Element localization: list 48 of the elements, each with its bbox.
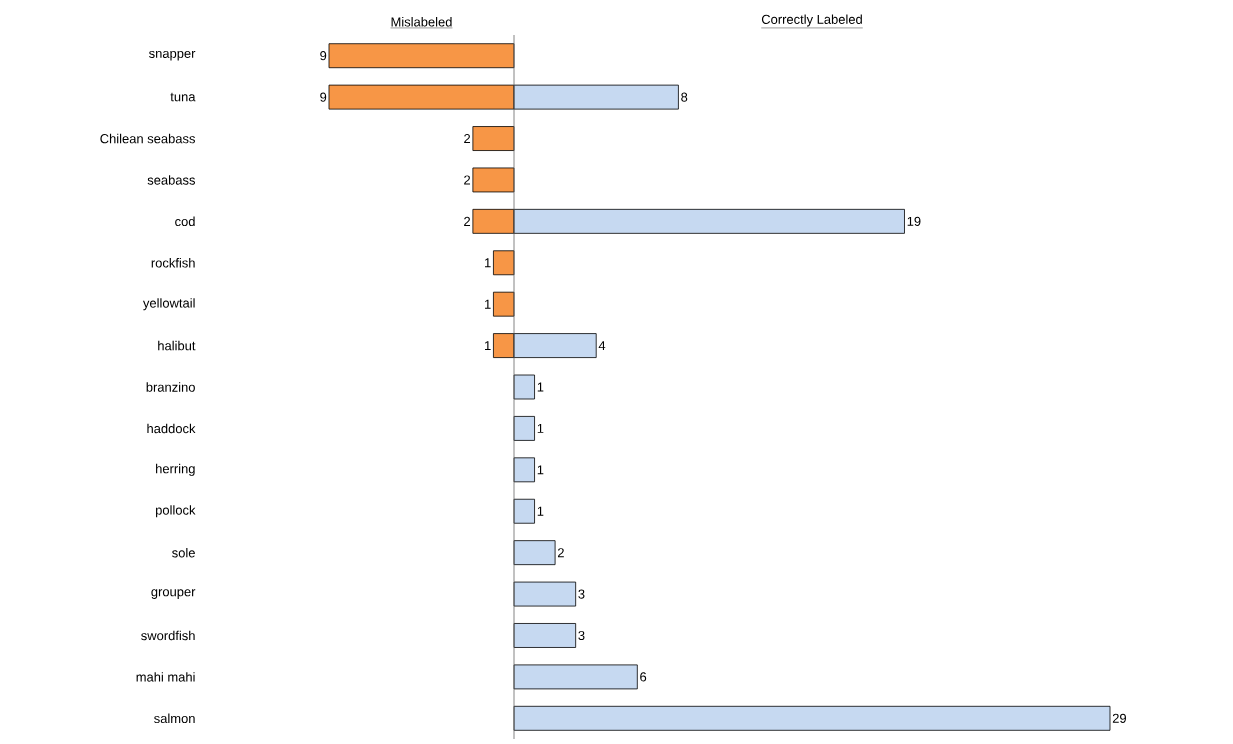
y-tick-label: tuna (170, 92, 196, 102)
y-tick-label: snapper (149, 50, 196, 61)
y-tick-label: branzino (146, 382, 195, 392)
y-tick-label: grouper (151, 589, 196, 599)
data-label: 2 (557, 548, 564, 558)
data-label: 1 (485, 341, 491, 351)
y-tick-label: pollock (155, 505, 196, 518)
y-tick-label: salmon (154, 713, 195, 724)
bar (513, 664, 638, 690)
data-label: 19 (907, 216, 921, 226)
bar (513, 581, 577, 607)
bar (513, 540, 556, 566)
data-label: 3 (578, 589, 585, 599)
data-label: 1 (485, 299, 491, 309)
y-tick-label: Chilean seabass (100, 133, 195, 144)
data-label: 1 (537, 382, 544, 392)
y-tick-label: herring (156, 463, 195, 476)
bar (513, 623, 577, 648)
data-label: 1 (537, 423, 544, 433)
data-label: 2 (464, 175, 471, 185)
data-label: 2 (464, 216, 471, 226)
y-tick-label: halibut (158, 340, 196, 351)
data-label: 2 (464, 134, 471, 144)
bar (513, 457, 535, 483)
data-label: 29 (1112, 713, 1126, 723)
y-tick-label: mahi mahi (136, 672, 195, 682)
y-tick-label: sole (172, 547, 195, 558)
data-label: 6 (640, 672, 647, 682)
bar (513, 498, 535, 524)
data-label: 1 (537, 506, 544, 516)
bar (513, 705, 1111, 731)
y-tick-label: cod (175, 216, 195, 227)
data-label: 8 (681, 92, 688, 102)
data-label: 3 (578, 630, 585, 641)
bar (513, 416, 535, 441)
data-label: 1 (485, 258, 491, 268)
chart-title: Correctly Labeled (761, 14, 862, 27)
y-tick-label: seabass (147, 175, 196, 185)
data-label: 1 (537, 465, 544, 475)
chart-title: Mislabeled (391, 17, 452, 27)
y-tick-label: haddock (147, 423, 196, 434)
data-label: 9 (320, 92, 327, 102)
bar (513, 374, 535, 400)
y-tick-label: rockfish (151, 258, 195, 268)
y-tick-label: swordfish (141, 630, 195, 641)
data-label: 4 (598, 341, 606, 351)
data-label: 9 (320, 51, 327, 61)
y-tick-label: yellowtail (142, 298, 195, 311)
